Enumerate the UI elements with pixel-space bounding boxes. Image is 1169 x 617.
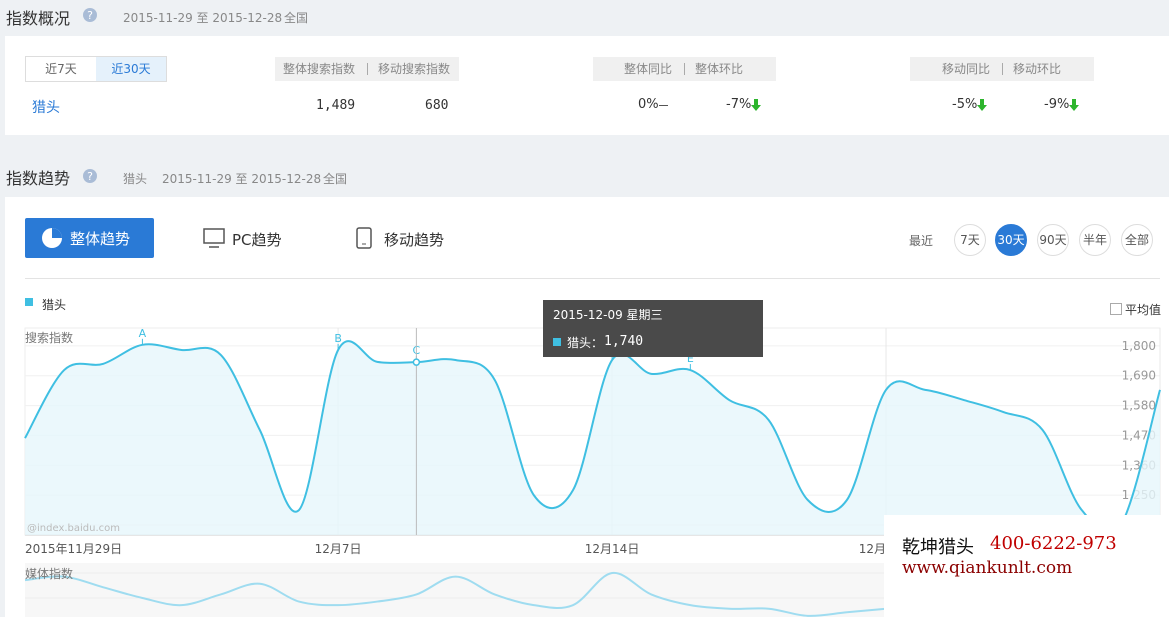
- total-mom: -7%: [726, 97, 752, 112]
- overview-title: 指数概况: [6, 9, 71, 28]
- y-tick-label: 1,800: [1122, 339, 1156, 353]
- x-tick-label: 12月7日: [315, 542, 362, 556]
- tab-active[interactable]: 近30天: [96, 57, 166, 81]
- range-button[interactable]: 90天: [1037, 224, 1069, 256]
- y-tick-label: 1,580: [1122, 399, 1156, 413]
- marker-label: B: [334, 332, 342, 345]
- date-range: 2015-11-29 至 2015-12-28: [123, 11, 283, 25]
- header-text: 移动同比: [942, 62, 991, 76]
- header-text: 整体搜索指数: [283, 62, 356, 76]
- header-text: 移动搜索指数: [378, 62, 451, 76]
- range-button-active[interactable]: 30天: [995, 224, 1027, 256]
- header: 整体同比 整体环比: [593, 57, 776, 81]
- tooltip-value: 1,740: [604, 334, 644, 349]
- x-tick-label: 12月14日: [585, 542, 640, 556]
- axis-label: 搜索指数: [25, 330, 73, 345]
- total-yoy: 0%: [638, 97, 659, 112]
- region: 全国: [284, 11, 309, 25]
- media-label: 媒体指数: [25, 566, 73, 581]
- flat-dash: [659, 105, 668, 106]
- tab[interactable]: 近7天: [45, 62, 77, 76]
- tooltip-date: 2015-12-09 星期三: [553, 308, 663, 322]
- range-button[interactable]: 7天: [954, 224, 986, 256]
- range-button[interactable]: 全部: [1121, 224, 1153, 256]
- range-button[interactable]: 半年: [1079, 224, 1111, 256]
- mobile-yoy: -5%: [952, 97, 978, 112]
- x-tick-label: 2015年11月29日: [25, 542, 122, 556]
- svg-text:?: ?: [87, 170, 93, 183]
- help-icon[interactable]: ?: [82, 168, 98, 184]
- checkbox[interactable]: [1110, 303, 1122, 315]
- watermark: 乾坤猎头 400-6222-973 www.qiankunlt.com: [884, 515, 1169, 617]
- date-range: 2015-11-29 至 2015-12-28: [162, 172, 322, 186]
- y-tick-label: 1,690: [1122, 369, 1156, 383]
- trend-title: 指数趋势: [6, 169, 71, 188]
- header-text: 移动环比: [1013, 62, 1062, 76]
- region: 全国: [323, 172, 348, 186]
- watermark-company: 乾坤猎头: [902, 537, 974, 558]
- trend-keyword: 猎头: [123, 172, 148, 186]
- total-index: 1,489: [316, 98, 356, 113]
- overview-panel: [5, 36, 1169, 135]
- mobile-icon: [356, 227, 372, 249]
- marker-label: A: [139, 327, 147, 340]
- down-arrow: [977, 99, 987, 111]
- watermark-phone: 400-6222-973: [990, 533, 1117, 554]
- series-line: [24, 340, 1161, 535]
- divider: [25, 278, 1160, 279]
- down-arrow: [751, 99, 761, 111]
- keyword-link[interactable]: 猎头: [32, 100, 60, 116]
- button-text: 整体趋势: [70, 230, 131, 248]
- mobile-mom: -9%: [1044, 97, 1070, 112]
- mobile-index: 680: [425, 98, 449, 113]
- button-active[interactable]: 整体趋势: [25, 218, 154, 258]
- header: 移动同比 移动环比: [910, 57, 1094, 81]
- range-label: 最近: [909, 234, 934, 248]
- source-label: @index.baidu.com: [27, 523, 120, 534]
- legend-swatch: [25, 298, 33, 306]
- svg-text:?: ?: [87, 9, 93, 22]
- tooltip: 2015-12-09 星期三 猎头： 1,740: [543, 300, 763, 357]
- tooltip-label: 猎头：: [567, 336, 604, 350]
- hover-point: [412, 358, 421, 366]
- header-text: 整体同比: [624, 62, 673, 76]
- tabs: 近7天 近30天: [25, 56, 167, 82]
- header-text: 整体环比: [695, 62, 744, 76]
- down-arrow: [1069, 99, 1079, 111]
- area: [25, 341, 1160, 535]
- button[interactable]: PC趋势: [232, 231, 282, 249]
- average-label[interactable]: 平均值: [1125, 303, 1162, 317]
- header: 整体搜索指数 移动搜索指数: [275, 57, 459, 81]
- watermark-url: www.qiankunlt.com: [902, 558, 1073, 578]
- help-icon[interactable]: ?: [82, 7, 98, 23]
- pc-icon: [203, 228, 225, 248]
- button[interactable]: 移动趋势: [384, 231, 445, 249]
- marker-label: E: [687, 352, 694, 365]
- legend-label[interactable]: 猎头: [42, 298, 67, 312]
